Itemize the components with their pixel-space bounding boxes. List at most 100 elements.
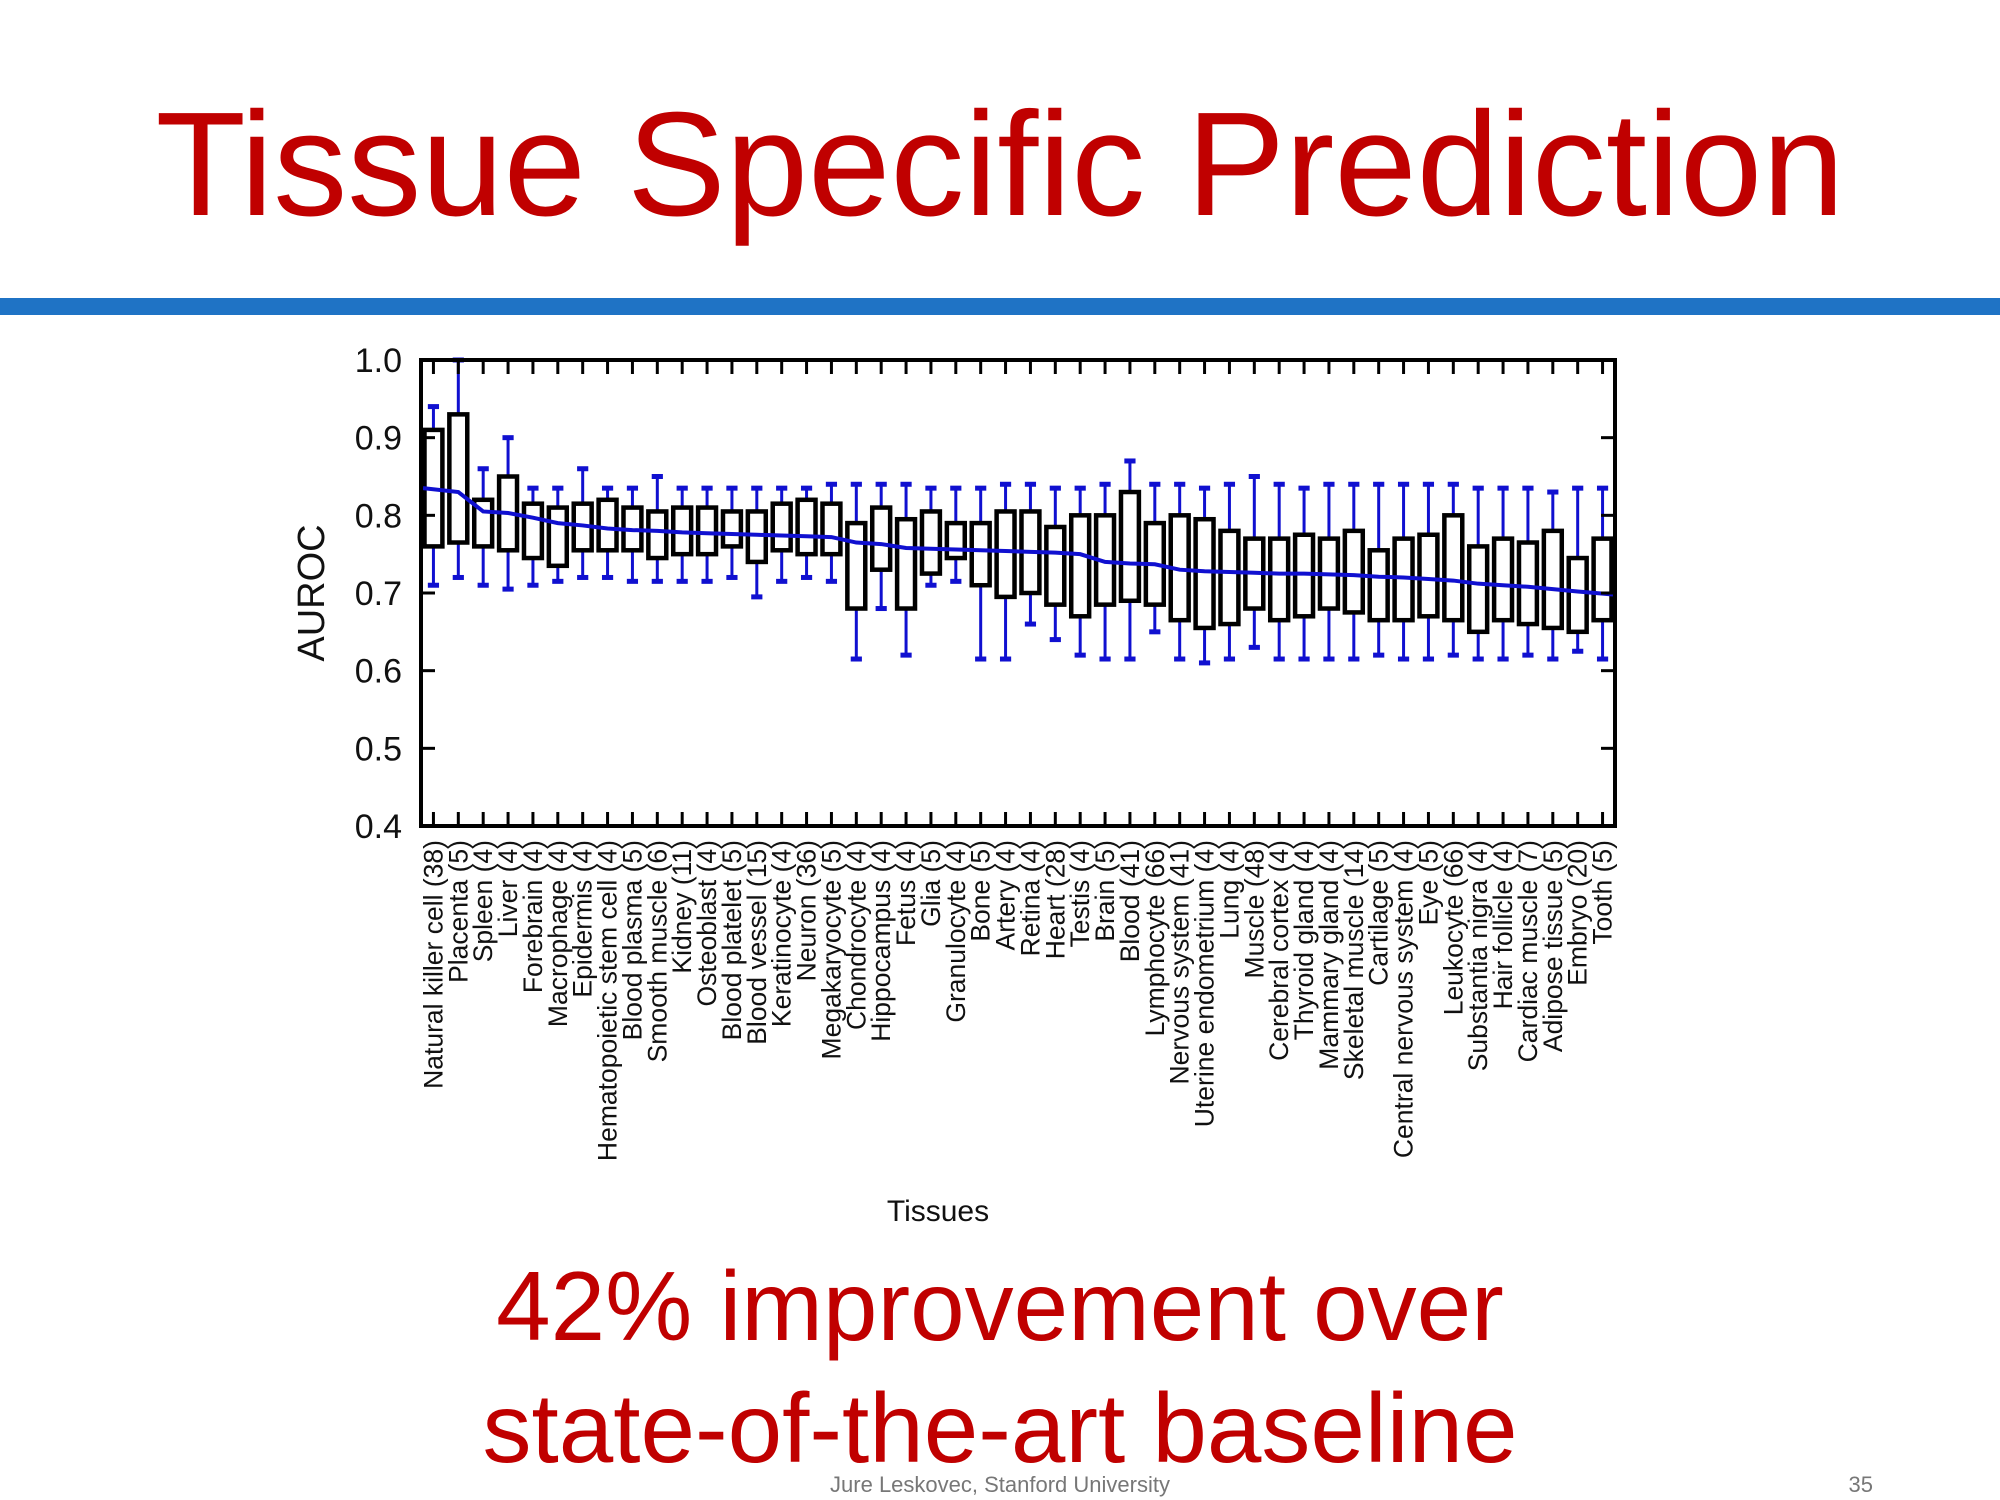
- x-tick-label: Brain (5): [1090, 840, 1120, 942]
- x-tick-label: Bone (5): [966, 840, 996, 942]
- box: [1417, 532, 1440, 619]
- x-tick-label: Substantia nigra (4): [1463, 840, 1493, 1071]
- x-tick-label: Spleen (4): [468, 840, 498, 962]
- x-tick-label: Osteoblast (4): [692, 840, 722, 1006]
- subtitle-line-1: 42% improvement over: [496, 1251, 1504, 1361]
- subtitle-line-2: state-of-the-art baseline: [482, 1373, 1518, 1483]
- x-tick-label: Hair follicle (4): [1488, 840, 1518, 1009]
- box: [944, 520, 968, 561]
- x-tick-label: Kidney (11): [667, 840, 697, 974]
- box: [1541, 528, 1565, 631]
- box: [1193, 516, 1216, 631]
- x-tick-label: Retina (4): [1015, 840, 1045, 956]
- y-axis-label: AUROC: [291, 524, 333, 661]
- x-tick-label: Heart (28): [1040, 840, 1070, 959]
- y-tick-label: 0.6: [355, 653, 402, 691]
- x-tick-label: Liver (4): [493, 840, 523, 937]
- x-tick-label: Neuron (36): [792, 840, 822, 981]
- box: [1566, 555, 1589, 635]
- y-tick-label: 0.8: [355, 497, 402, 535]
- auroc-boxplot-chart: 0.4 0.5 0.6 0.7 0.8 0.9 1.0 Natural killer cell…: [291, 342, 1618, 1228]
- x-tick-label: Natural killer cell (38): [418, 840, 448, 1089]
- y-tick-label: 0.9: [355, 420, 402, 458]
- box: [546, 505, 570, 569]
- x-tick-label: Granulocyte (4): [941, 840, 971, 1023]
- x-tick-label: Megakaryocyte (5): [816, 840, 846, 1059]
- x-tick-label: Chondrocyte (4): [841, 840, 871, 1030]
- box: [994, 509, 1017, 600]
- box: [869, 505, 893, 572]
- x-tick-label: Glia (5): [916, 840, 946, 927]
- box: [894, 516, 918, 611]
- x-tick-label: Cardiac muscle (7): [1513, 840, 1543, 1062]
- y-tick-label: 0.7: [355, 575, 402, 613]
- x-tick-label: Macrophage (4): [543, 840, 573, 1027]
- x-tick-label: Mammary gland (4): [1314, 840, 1344, 1070]
- x-tick-label: Thyroid gland (4): [1289, 840, 1319, 1040]
- box: [720, 509, 744, 549]
- x-tick-label: Placenta (5): [443, 840, 473, 983]
- x-tick-label: Smooth muscle (6): [642, 840, 672, 1062]
- x-tick-label: Nervous system (41): [1165, 840, 1195, 1084]
- x-tick-label: Cerebral cortex (4): [1264, 840, 1294, 1061]
- y-tick-label: 1.0: [355, 342, 402, 380]
- box: [845, 520, 868, 611]
- x-tick-label: Artery (4): [991, 840, 1021, 950]
- y-tick-label: 0.4: [355, 808, 402, 846]
- x-tick-label: Fetus (4): [891, 840, 921, 946]
- subtitle: 42% improvement over state-of-the-art ba…: [0, 1245, 2000, 1489]
- box: [695, 505, 719, 557]
- x-tick-label: Blood plasma (5): [617, 840, 647, 1040]
- x-tick-label: Cartilage (5): [1364, 840, 1394, 986]
- x-tick-label: Muscle (48): [1239, 840, 1269, 978]
- x-tick-label: Eye (5): [1413, 840, 1443, 925]
- x-tick-label: Blood platelet (5): [717, 840, 747, 1040]
- box: [1342, 528, 1366, 615]
- x-tick-label: Leukocyte (66): [1438, 840, 1468, 1015]
- x-tick-label: Adipose tissue (5): [1538, 840, 1568, 1052]
- x-tick-label: Epidermis (4): [568, 840, 598, 998]
- x-tick-label: Tooth (5): [1588, 840, 1618, 945]
- chart-marks: [422, 357, 1614, 666]
- page-number: 35: [1848, 1472, 1873, 1497]
- median-trend-line: [422, 486, 1614, 597]
- x-tick-label: Hippocampus (4): [866, 840, 896, 1042]
- x-tick-label: Testis (4): [1065, 840, 1095, 948]
- x-tick-label: Skeletal muscle (14): [1339, 840, 1369, 1080]
- title-rule: [0, 298, 2000, 315]
- y-tick-label: 0.5: [355, 730, 402, 768]
- x-tick-label: Embryo (20): [1563, 840, 1593, 986]
- box: [1267, 536, 1291, 623]
- box: [1442, 513, 1465, 623]
- box: [1068, 513, 1092, 619]
- box: [1491, 536, 1515, 623]
- box: [1591, 536, 1614, 623]
- box: [521, 501, 545, 561]
- x-tick-label: Blood vessel (15): [742, 840, 772, 1045]
- box: [1516, 540, 1540, 627]
- x-axis-label: Tissues: [887, 1195, 989, 1228]
- box: [770, 501, 793, 553]
- slide-title: Tissue Specific Prediction: [155, 82, 1845, 247]
- box: [1218, 528, 1241, 627]
- box: [969, 520, 992, 588]
- box: [596, 497, 619, 553]
- box: [646, 509, 669, 561]
- box: [1044, 524, 1067, 607]
- x-tick-label: Keratinocyte (4): [767, 840, 797, 1027]
- x-tick-label: Forebrain (4): [518, 840, 548, 993]
- footer-credit: Jure Leskovec, Stanford University: [830, 1472, 1170, 1497]
- x-tick-label: Lymphocyte (66): [1140, 840, 1170, 1036]
- x-tick-label: Hematopoietic stem cell (4): [593, 840, 623, 1161]
- box: [1367, 548, 1390, 623]
- box: [919, 509, 943, 576]
- box: [820, 501, 843, 557]
- axis-ticks: 0.4 0.5 0.6 0.7 0.8 0.9 1.0 Natural killer cell…: [355, 342, 1618, 1161]
- x-tick-label: Uterine endometrium (4): [1190, 840, 1220, 1127]
- box: [447, 412, 470, 545]
- x-tick-label: Lung (4): [1214, 840, 1244, 939]
- box: [1466, 544, 1490, 635]
- x-tick-label: Blood (41): [1115, 840, 1145, 962]
- box: [795, 497, 818, 557]
- x-tick-label: Central nervous system (4): [1389, 840, 1419, 1158]
